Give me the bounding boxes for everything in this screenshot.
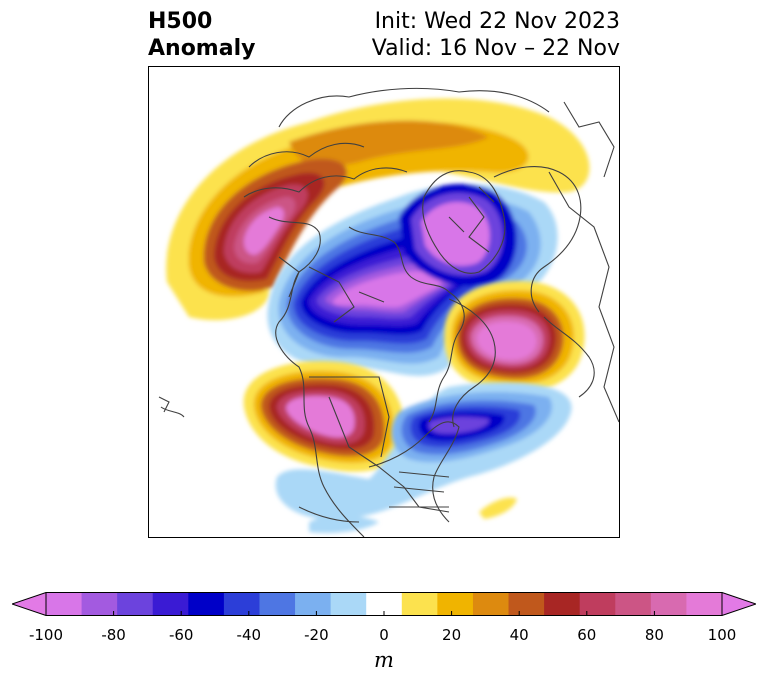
colorbar-extend-under	[10, 591, 47, 617]
colorbar	[10, 591, 758, 617]
colorbar-tick-label: -20	[304, 626, 329, 644]
colorbar-bin	[366, 592, 403, 616]
map-title: H500 Anomaly	[148, 8, 255, 62]
colorbar-bin	[295, 592, 332, 616]
colorbar-tick-label: -80	[101, 626, 126, 644]
colorbar-units: m	[374, 648, 394, 672]
colorbar-tick-label: 0	[379, 626, 389, 644]
init-date: Init: Wed 22 Nov 2023	[374, 9, 620, 34]
colorbar-bin	[650, 592, 687, 616]
title-line-1: H500	[148, 9, 213, 34]
anomaly-map	[148, 66, 620, 538]
colorbar-bin	[437, 592, 474, 616]
colorbar-bin	[615, 592, 652, 616]
colorbar-bin	[544, 592, 581, 616]
colorbar-tick-label: -100	[28, 626, 64, 644]
valid-range: Valid: 16 Nov – 22 Nov	[371, 36, 620, 61]
colorbar-graphic	[10, 591, 758, 617]
colorbar-bin	[472, 592, 510, 616]
colorbar-tick-label: 80	[644, 626, 664, 644]
anomaly-ridge-europe	[444, 281, 585, 392]
colorbar-bin	[46, 592, 83, 616]
title-line-2: Anomaly	[148, 36, 256, 61]
colorbar-tick-label: 40	[509, 626, 529, 644]
anomaly-trough-arctic	[267, 184, 558, 376]
colorbar-tick-label: 20	[442, 626, 462, 644]
colorbar-bin	[579, 592, 616, 616]
colorbar-bin	[259, 592, 296, 616]
anomaly-trough-east-coast	[275, 382, 572, 534]
colorbar-bin	[401, 592, 438, 616]
colorbar-bin	[117, 592, 154, 616]
colorbar-extend-over	[721, 591, 758, 617]
map-dates: Init: Wed 22 Nov 2023 Valid: 16 Nov – 22…	[372, 8, 620, 62]
colorbar-tick-label: 100	[707, 626, 737, 644]
colorbar-bin	[188, 592, 225, 616]
colorbar-bin	[81, 592, 118, 616]
colorbar-tick-label: -40	[236, 626, 262, 644]
colorbar-bin	[152, 592, 189, 616]
anomaly-ridge-north-america	[243, 361, 405, 472]
colorbar-tick-label: 60	[577, 626, 597, 644]
colorbar-bin	[686, 592, 723, 616]
coastlines	[158, 87, 619, 537]
colorbar-tick-label: -60	[168, 626, 194, 644]
colorbar-bin	[223, 592, 260, 616]
colorbar-bin	[508, 592, 545, 616]
colorbar-bin	[330, 592, 367, 616]
